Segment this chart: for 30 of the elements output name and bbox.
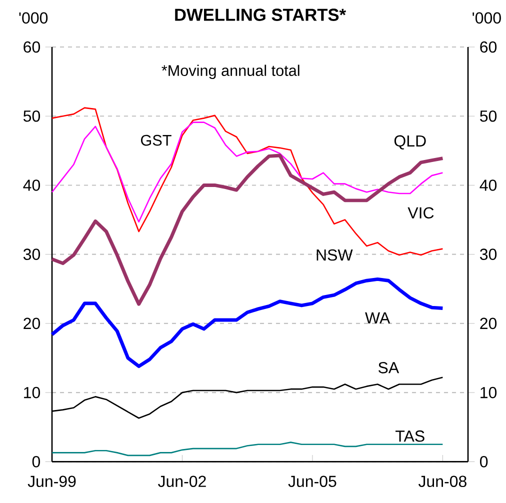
y2-axis-title: '000 xyxy=(472,12,501,24)
x-tick-label: Jun-08 xyxy=(418,476,466,488)
y2-tick-label: 50 xyxy=(480,110,497,122)
y2-tick-label: 0 xyxy=(480,456,488,468)
chart-title: DWELLING STARTS* xyxy=(175,8,346,21)
y2-tick-label: 30 xyxy=(480,248,497,260)
series-label: VIC xyxy=(408,207,434,219)
y-axis-title: '000 xyxy=(19,12,48,24)
annotation: *Moving annual total xyxy=(162,64,300,80)
y-tick-label: 60 xyxy=(24,41,40,53)
x-tick-label: Jun-99 xyxy=(28,476,76,488)
y-tick-label: 30 xyxy=(23,248,40,260)
series-label: QLD xyxy=(394,135,426,150)
y-tick-label: 10 xyxy=(24,386,40,398)
y2-tick-label: 60 xyxy=(480,41,497,53)
y-tick-label: 20 xyxy=(24,318,40,330)
series-label: NSW xyxy=(316,249,353,261)
y2-tick-label: 10 xyxy=(480,386,497,398)
y-tick-label: 50 xyxy=(23,110,40,122)
annotation: GST xyxy=(141,134,172,146)
x-tick-label: Jun-05 xyxy=(288,476,336,488)
series-label: TAS xyxy=(396,430,424,442)
y-tick-label: 40 xyxy=(23,180,40,191)
y-tick-label: 0 xyxy=(32,456,40,468)
x-tick-label: Jun-02 xyxy=(158,476,206,488)
series-label: WA xyxy=(365,312,390,324)
y2-tick-label: 40 xyxy=(480,180,497,191)
series-label: SA xyxy=(378,362,400,374)
y2-tick-label: 20 xyxy=(480,318,497,330)
line-series xyxy=(51,122,444,223)
